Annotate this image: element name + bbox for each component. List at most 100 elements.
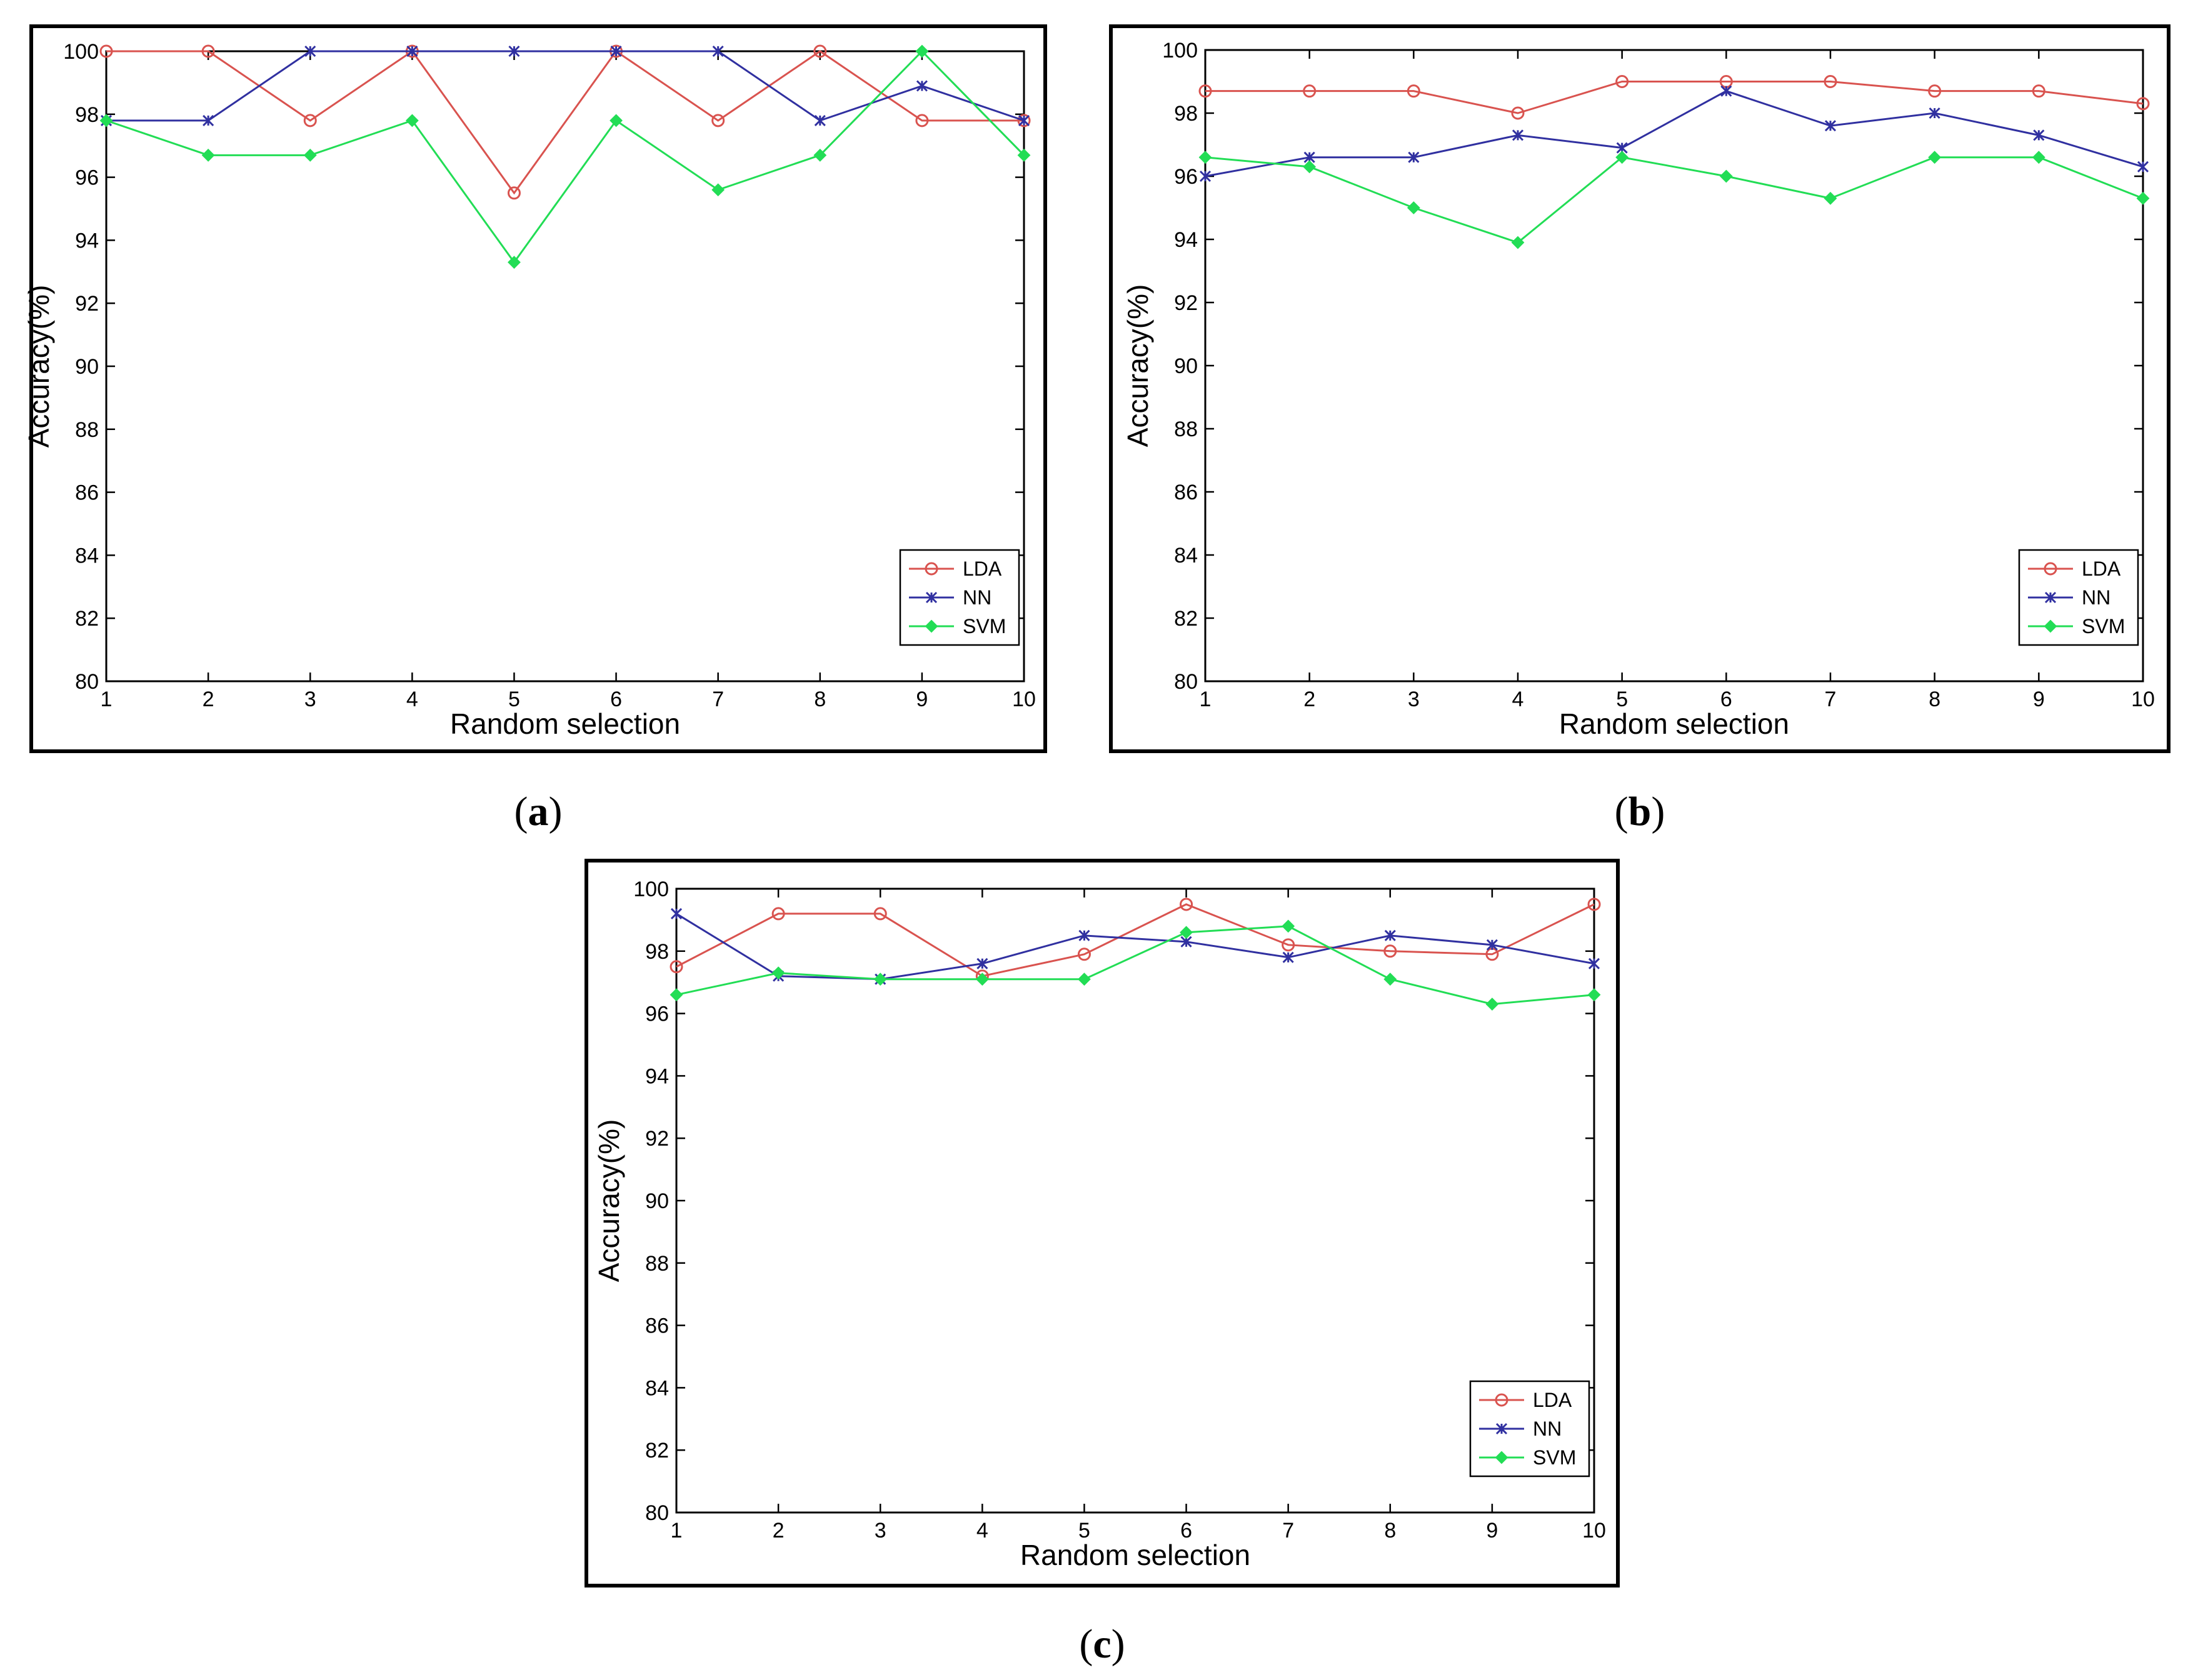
panel-b-series-lda-point <box>1198 84 1212 98</box>
panel-c-ytick-label: 96 <box>645 1002 669 1026</box>
panel-c-series-lda-point <box>771 907 785 921</box>
panel-a-caption: (a) <box>514 789 563 834</box>
panel-b-ytick-label: 98 <box>1174 102 1198 126</box>
panel-b-series-lda-point <box>2136 97 2150 111</box>
panel-b-series-nn-point <box>1408 151 1420 163</box>
panel-a-series-nn-point <box>712 45 724 58</box>
panel-c-series-lda-point <box>1077 948 1091 961</box>
panel-c-xtick-label: 9 <box>1486 1519 1498 1542</box>
panel-b-legend-swatch-marker <box>2044 562 2057 576</box>
panel-a-legend-swatch-marker <box>925 562 938 576</box>
panel-a-series-svm-point <box>99 114 113 128</box>
panel-b-y-axis-title: Accuracy(%) <box>1122 284 1154 448</box>
panel-c-legend-label: LDA <box>1533 1389 1572 1411</box>
panel-b-xtick-label: 9 <box>2033 688 2045 711</box>
panel-b-series-nn-point <box>1720 85 1732 97</box>
panel-b-x-axis-title: Random selection <box>1559 708 1789 740</box>
panel-a-ytick-label: 100 <box>63 40 99 64</box>
panel-a-xtick-label: 9 <box>916 688 928 711</box>
panel-a-series-lda-point <box>1017 114 1031 128</box>
panel-a-legend-label: LDA <box>963 558 1002 580</box>
panel-a-xtick-label: 3 <box>304 688 316 711</box>
panel-a-series-lda-point <box>507 186 521 200</box>
panel-c-xtick-label: 4 <box>976 1519 988 1542</box>
panel-c-ytick-label: 92 <box>645 1127 669 1151</box>
panel-a-xtick-label: 5 <box>508 688 520 711</box>
panel-c-series-lda-point <box>1282 938 1295 952</box>
panel-c-xtick-label: 5 <box>1078 1519 1090 1542</box>
panel-b-legend-item-lda: LDA <box>2028 558 2121 580</box>
panel-b-ytick-label: 82 <box>1174 607 1198 631</box>
panel-a-ytick-label: 80 <box>75 670 99 694</box>
panel-c-ytick-label: 100 <box>633 878 669 901</box>
panel-b-series-lda-point <box>2032 84 2045 98</box>
panel-b-series-lda-point <box>1303 84 1317 98</box>
panel-b-caption-letter: b <box>1628 789 1652 834</box>
panel-b-xtick-label: 8 <box>1929 688 1940 711</box>
panel-c-series-svm-point <box>1383 972 1397 986</box>
panel-b-ytick-label: 84 <box>1174 544 1198 568</box>
panel-c-ytick-label: 82 <box>645 1439 669 1462</box>
panel-a-plot: 80 82 84 86 88 90 92 94 96 98 100 1 2 3 4 5 6 7 8 9 10 Random… <box>23 40 1036 740</box>
panel-c-series-lda-point <box>670 960 683 974</box>
panel-c-series-nn-point <box>1078 929 1090 941</box>
panel-b-series-svm-point <box>1198 151 1212 164</box>
panel-c-x-axis-title: Random selection <box>1020 1539 1250 1571</box>
panel-a-legend-item-nn: NN <box>909 586 991 609</box>
panel-c-legend-label: SVM <box>1533 1446 1576 1469</box>
panel-a-series-svm-point <box>813 148 827 162</box>
panel-a-series-lda-point <box>99 44 113 58</box>
panel-b-series-nn-point <box>2033 129 2045 141</box>
panel-b-ytick-label: 96 <box>1174 165 1198 189</box>
panel-c-series-nn-line <box>676 912 1595 981</box>
panel-a-series-nn-point <box>508 45 520 58</box>
panel-a-series-svm-point <box>303 148 317 162</box>
panel-b-ytick-label: 100 <box>1162 39 1198 62</box>
panel-b-series-lda-point <box>1511 106 1525 120</box>
panel-a-legend: LDA NN SVM <box>899 549 1020 646</box>
panel-c-ytick-label: 88 <box>645 1252 669 1276</box>
panel-c-legend-swatch-marker <box>1495 1393 1508 1407</box>
panel-c-series-lda-line <box>676 903 1595 978</box>
panel-b-xtick-label: 3 <box>1408 688 1420 711</box>
panel-c-xtick-label: 7 <box>1282 1519 1294 1542</box>
panel-b-series-nn-point <box>2137 161 2149 172</box>
panel-c-ytick-label: 80 <box>645 1501 669 1525</box>
panel-a-series-nn-point <box>1018 114 1030 126</box>
panel-a-xtick-label: 4 <box>406 688 418 711</box>
panel-b-xtick-label: 6 <box>1720 688 1732 711</box>
panel-a-axes-box <box>105 50 1025 682</box>
panel-b-axes-box <box>1204 49 2144 682</box>
panel-b-series-svm-point <box>1407 201 1420 214</box>
panel-a-caption-letter: a <box>528 789 549 834</box>
panel-b-series-nn-point <box>1199 170 1212 182</box>
panel-c-ytick-label: 84 <box>645 1376 669 1400</box>
panel-a-series-svm-point <box>915 44 929 58</box>
panel-c-ytick-label: 98 <box>645 940 669 964</box>
panel-a-ytick-label: 88 <box>75 418 99 442</box>
panel-a-ytick-label: 82 <box>75 607 99 631</box>
panel-c-legend-item-lda: LDA <box>1479 1389 1572 1411</box>
panel-b-legend-swatch-marker <box>2044 591 2057 604</box>
panel-c-axes-box <box>675 888 1595 1514</box>
panel-a-series-svm-point <box>201 148 215 162</box>
panel-a-series-lda-point <box>813 44 827 58</box>
panel-c-series-svm-point <box>975 972 989 986</box>
panel-c-series-svm-point <box>1078 972 1091 986</box>
panel-b-series-svm-line <box>1205 156 2144 244</box>
panel-b-frame <box>1109 24 2170 753</box>
panel-b-series-nn-line <box>1205 90 2144 178</box>
panel-b-xtick-label: 2 <box>1303 688 1315 711</box>
panel-a-series-svm-point <box>711 183 725 197</box>
panel-b-legend: LDA NN SVM <box>2018 549 2139 646</box>
panel-a-x-axis-title: Random selection <box>450 708 680 740</box>
panel-a-series-nn-point <box>814 114 826 126</box>
panel-c-series-nn-point <box>1588 958 1600 969</box>
panel-b-xtick-label: 10 <box>2131 688 2155 711</box>
panel-a-legend-item-lda: LDA <box>909 558 1002 580</box>
panel-c-series-svm-point <box>1282 919 1295 933</box>
panel-b-legend-swatch-marker <box>2044 619 2057 633</box>
panel-b-ytick-label: 86 <box>1174 481 1198 504</box>
panel-a-y-axis-title: Accuracy(%) <box>23 285 55 448</box>
